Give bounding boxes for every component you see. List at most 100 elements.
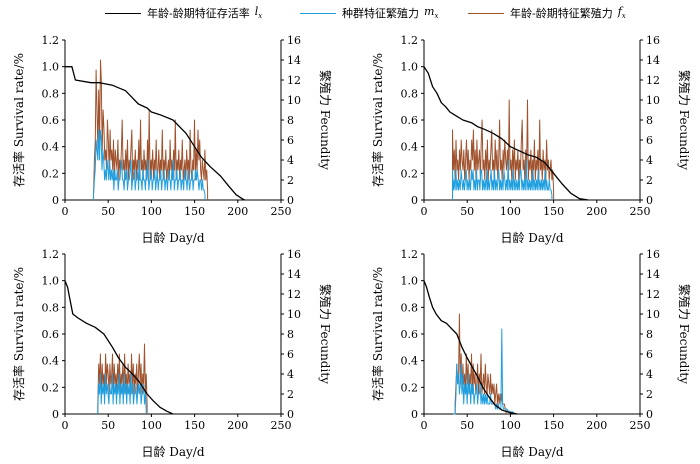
legend-item-stage-fecundity: 年龄-龄期特征繁殖力 fx — [468, 5, 626, 21]
panel-3-right-tick-label: 12 — [287, 288, 301, 301]
panel-3-right-tick-label: 6 — [287, 348, 294, 361]
panel-2-left-tick-label: 0.2 — [401, 167, 419, 180]
legend: 年龄-龄期特征存活率 lx 种群特征繁殖力 mx 年龄-龄期特征繁殖力 fx — [0, 0, 700, 26]
panel-1-left-tick-label: 1.0 — [42, 61, 60, 74]
panel-3-right-tick-label: 4 — [287, 368, 294, 381]
panel-2-right-tick-label: 0 — [646, 194, 653, 207]
panel-3-left-tick-label: 0 — [52, 408, 59, 421]
legend-label-population-fecundity: 种群特征繁殖力 — [342, 7, 419, 20]
panel-4-left-tick-label: 0.6 — [401, 328, 419, 341]
panel-3-x-tick-label: 150 — [184, 419, 205, 432]
panel-4-right-tick-label: 10 — [646, 308, 660, 321]
panel-2-right-tick-label: 4 — [646, 154, 653, 167]
legend-line-brown — [468, 12, 504, 14]
panel-4-population-fecundity-line — [453, 328, 515, 415]
panel-4-x-axis-label: 日龄 Day/d — [500, 445, 563, 459]
panel-4-x-tick-label: 100 — [500, 419, 521, 432]
panel-4-stage-fecundity-line — [454, 313, 507, 414]
panel-1-right-tick-label: 0 — [287, 194, 294, 207]
panel-2-left-tick-label: 0.4 — [401, 141, 419, 154]
panel-3-population-fecundity-line — [97, 373, 147, 414]
panel-1-right-tick-label: 8 — [287, 114, 294, 127]
panel-1-population-fecundity-line — [93, 129, 206, 200]
panel-2-x-tick-label: 250 — [630, 205, 651, 218]
panel-3-left-tick-label: 1.2 — [42, 248, 60, 261]
panel-2-right-tick-label: 10 — [646, 94, 660, 107]
panel-1-x-tick-label: 150 — [184, 205, 205, 218]
panel-2-right-tick-label: 6 — [646, 134, 653, 147]
panel-1-left-tick-label: 1.2 — [42, 34, 60, 47]
panel-3-right-tick-label: 8 — [287, 328, 294, 341]
panel-2-right-tick-label: 16 — [646, 34, 660, 47]
panel-2-left-tick-label: 0 — [411, 194, 418, 207]
panel-2-left-tick-label: 0.8 — [401, 87, 419, 100]
panel-4-survival-line — [423, 280, 518, 415]
panel-2-population-fecundity-line — [452, 159, 553, 200]
panel-4-left-tick-label: 1.2 — [401, 248, 419, 261]
panel-4-x-tick-label: 150 — [543, 419, 564, 432]
panel-3-x-axis-label: 日龄 Day/d — [141, 445, 204, 459]
panel-3-left-tick-label: 0.4 — [42, 355, 60, 368]
panel-1-x-tick-label: 0 — [62, 205, 69, 218]
panel-2-x-tick-label: 0 — [421, 205, 428, 218]
legend-label-survival: 年龄-龄期特征存活率 — [147, 7, 250, 20]
panel-2-right-tick-label: 14 — [646, 54, 660, 67]
panel-4-right-tick-label: 6 — [646, 348, 653, 361]
panel-2-x-axis-label: 日龄 Day/d — [500, 231, 563, 245]
panel-4-right-tick-label: 0 — [646, 408, 653, 421]
panel-2-stage-fecundity-line — [452, 99, 555, 200]
panel-4-left-tick-label: 0 — [411, 408, 418, 421]
panel-1-left-tick-label: 0.8 — [42, 87, 60, 100]
panel-4-left-tick-label: 1.0 — [401, 275, 419, 288]
panel-2-x-tick-label: 200 — [586, 205, 607, 218]
panel-3-right-tick-label: 0 — [287, 408, 294, 421]
legend-line-blue — [300, 12, 336, 14]
panel-1-left-y-axis-label: 存活率 Survival rate/% — [11, 53, 26, 187]
panel-4-x-tick-label: 250 — [630, 419, 651, 432]
panel-1-right-tick-label: 16 — [287, 34, 301, 47]
panel-3-x-tick-label: 200 — [227, 419, 248, 432]
legend-symbol-mx: mx — [424, 5, 439, 21]
legend-symbol-fx: fx — [617, 5, 626, 21]
panel-3-left-tick-label: 0.2 — [42, 381, 60, 394]
panel-3-survival-line — [64, 280, 174, 415]
panel-1-left-tick-label: 0.6 — [42, 114, 60, 127]
panel-1-x-axis-label: 日龄 Day/d — [141, 231, 204, 245]
panel-1-left-tick-label: 0.4 — [42, 141, 60, 154]
panel-3-x-tick-label: 250 — [271, 419, 292, 432]
panel-2-x-tick-label: 150 — [543, 205, 564, 218]
panel-2-left-tick-label: 0.6 — [401, 114, 419, 127]
panel-3-left-tick-label: 0.8 — [42, 301, 60, 314]
panel-1-x-tick-label: 200 — [227, 205, 248, 218]
panel-3-right-tick-label: 16 — [287, 248, 301, 261]
panel-2-right-tick-label: 12 — [646, 74, 660, 87]
legend-label-stage-fecundity: 年龄-龄期特征繁殖力 — [510, 7, 613, 20]
panel-4-x-tick-label: 200 — [586, 419, 607, 432]
panel-1-x-tick-label: 100 — [141, 205, 162, 218]
panel-3-right-y-axis-label: 繁殖力 Fecundity — [318, 284, 333, 384]
panel-3-right-tick-label: 2 — [287, 388, 294, 401]
panel-3-x-tick-label: 50 — [101, 419, 115, 432]
panel-2-left-tick-label: 1.2 — [401, 34, 419, 47]
legend-item-population-fecundity: 种群特征繁殖力 mx — [300, 5, 438, 21]
panel-4-left-tick-label: 0.4 — [401, 355, 419, 368]
panel-4-right-tick-label: 16 — [646, 248, 660, 261]
panel-3-right-tick-label: 14 — [287, 268, 301, 281]
panel-4-left-tick-label: 0.8 — [401, 301, 419, 314]
panel-4-left-y-axis-label: 存活率 Survival rate/% — [370, 267, 385, 401]
panel-3-x-tick-label: 100 — [141, 419, 162, 432]
panel-4-left-tick-label: 0.2 — [401, 381, 419, 394]
panel-4-right-tick-label: 14 — [646, 268, 660, 281]
panel-2-left-tick-label: 1.0 — [401, 61, 419, 74]
panel-4-right-tick-label: 2 — [646, 388, 653, 401]
panel-2-right-tick-label: 8 — [646, 114, 653, 127]
panel-1-left-tick-label: 0.2 — [42, 167, 60, 180]
panel-2-left-y-axis-label: 存活率 Survival rate/% — [370, 53, 385, 187]
panel-2-right-tick-label: 2 — [646, 174, 653, 187]
legend-line-black — [105, 12, 141, 14]
panel-1-x-tick-label: 50 — [101, 205, 115, 218]
panel-1-survival-line — [65, 66, 245, 201]
legend-item-survival: 年龄-龄期特征存活率 lx — [105, 5, 262, 21]
panel-3-x-tick-label: 0 — [62, 419, 69, 432]
